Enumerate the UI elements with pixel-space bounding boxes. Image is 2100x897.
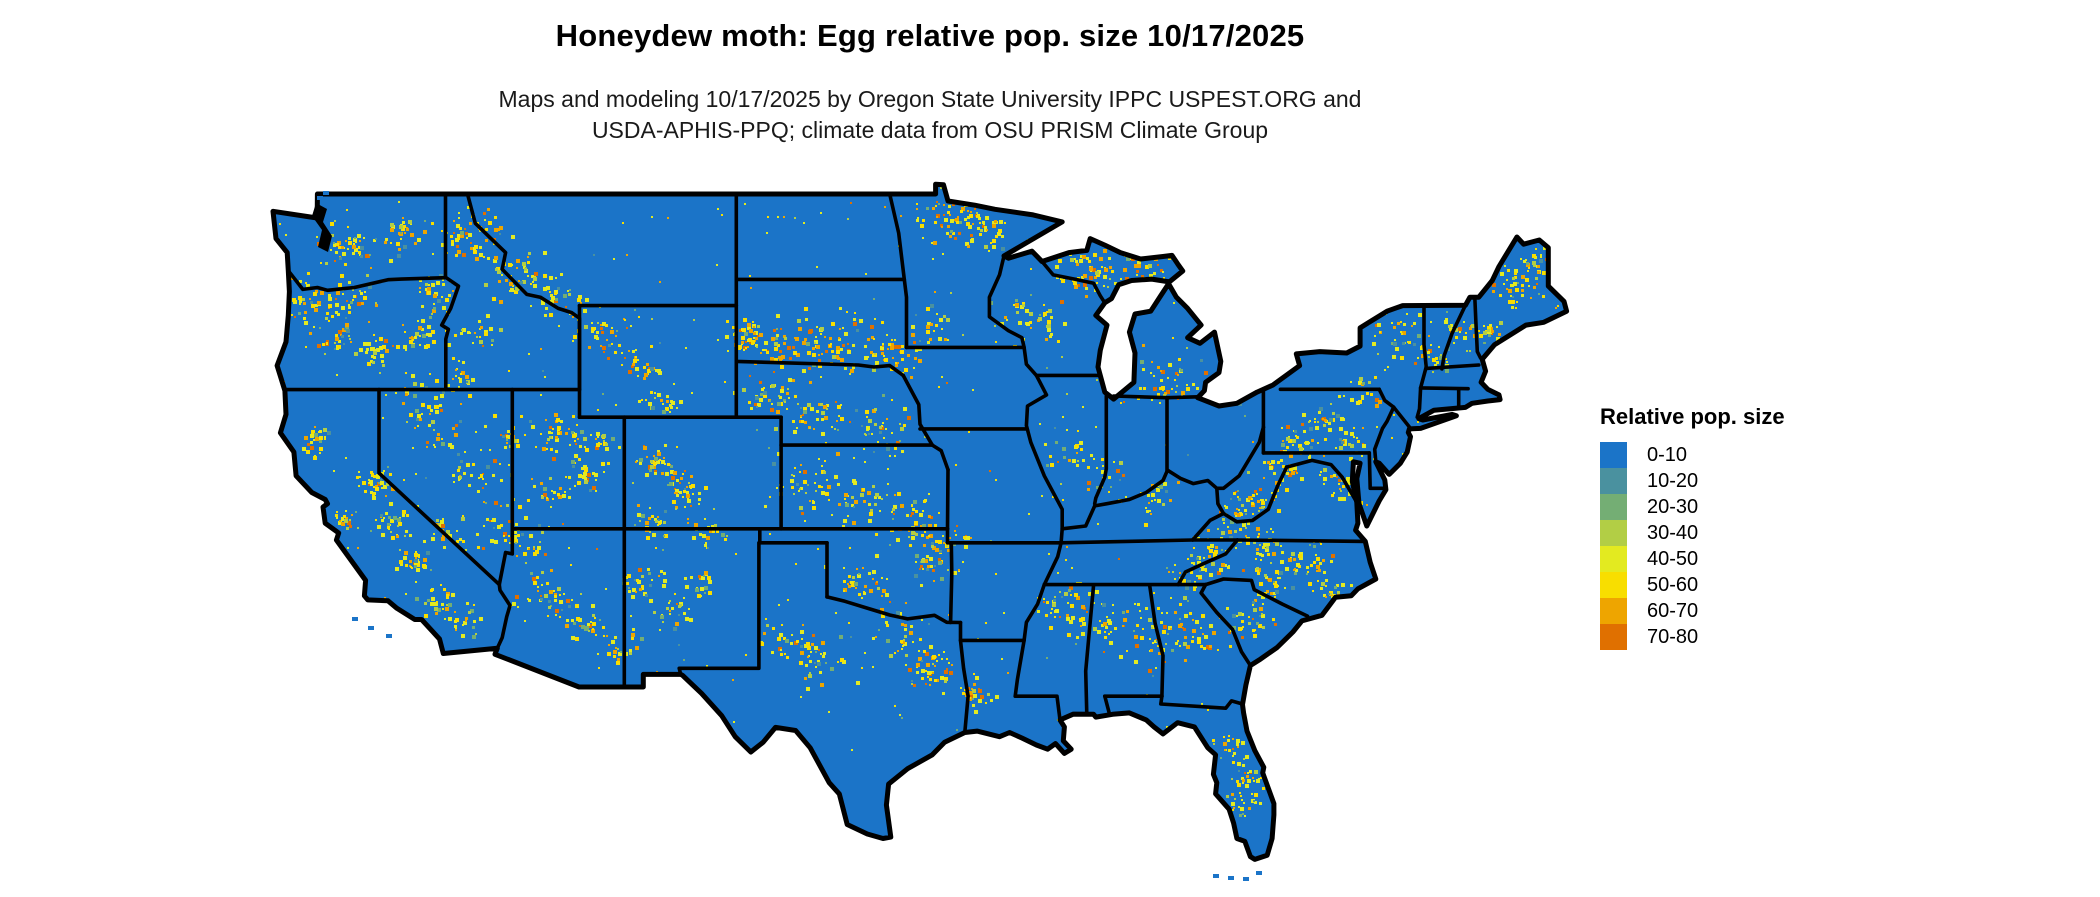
legend-swatch: [1600, 546, 1627, 572]
island: [1256, 871, 1262, 875]
legend-swatch: [1600, 494, 1627, 520]
legend-swatch: [1600, 442, 1627, 468]
legend-label: 40-50: [1647, 547, 1699, 570]
island: [1228, 876, 1234, 880]
island: [368, 626, 374, 630]
legend-label: 0-10: [1647, 443, 1688, 466]
subtitle-line-2: USDA-APHIS-PPQ; climate data from OSU PR…: [591, 117, 1269, 143]
state-borders: [283, 192, 1483, 735]
us-outline: [270, 181, 1570, 862]
subtitle-line-1: Maps and modeling 10/17/2025 by Oregon S…: [498, 86, 1362, 112]
island: [352, 617, 358, 621]
legend-item: 50-60: [1600, 572, 1785, 598]
island: [1213, 874, 1219, 878]
puget-sound: [312, 203, 332, 252]
legend-item: 30-40: [1600, 520, 1785, 546]
page-title: Honeydew moth: Egg relative pop. size 10…: [555, 18, 1305, 53]
legend-swatch: [1600, 624, 1627, 650]
legend-label: 10-20: [1647, 469, 1699, 492]
legend-label: 20-30: [1647, 495, 1699, 518]
legend-swatch: [1600, 572, 1627, 598]
legend-label: 70-80: [1647, 625, 1699, 648]
legend-item: 70-80: [1600, 624, 1785, 650]
subtitle: Maps and modeling 10/17/2025 by Oregon S…: [0, 84, 1860, 146]
legend-swatch: [1600, 468, 1627, 494]
legend-swatch: [1600, 598, 1627, 624]
island: [323, 191, 329, 195]
legend-item: 60-70: [1600, 598, 1785, 624]
legend-item: 40-50: [1600, 546, 1785, 572]
legend-item: 20-30: [1600, 494, 1785, 520]
legend-item: 10-20: [1600, 468, 1785, 494]
legend-item: 0-10: [1600, 442, 1785, 468]
legend-label: 60-70: [1647, 599, 1699, 622]
legend-swatch: [1600, 520, 1627, 546]
us-land: [273, 184, 1567, 860]
island: [386, 634, 392, 638]
island: [1243, 877, 1249, 881]
legend: Relative pop. size 0-10 10-20 20-30 30-40 40…: [1600, 404, 1785, 650]
legend-label: 50-60: [1647, 573, 1699, 596]
legend-label: 30-40: [1647, 521, 1699, 544]
legend-title: Relative pop. size: [1600, 404, 1785, 429]
island: [317, 196, 323, 200]
legend-items: 0-10 10-20 20-30 30-40 40-50 50-60 60-70 70-80: [1600, 442, 1785, 650]
